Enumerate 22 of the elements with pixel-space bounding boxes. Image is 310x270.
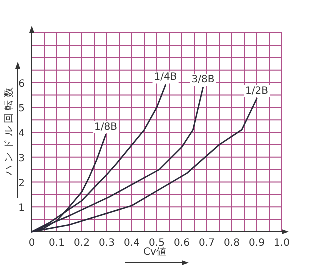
y-tick-label: 3	[18, 153, 25, 164]
x-tick-label: 0.7	[199, 238, 215, 249]
y-tick-label: 5	[18, 104, 25, 115]
x-tick-label: 0.3	[99, 238, 115, 249]
x-tick-label: 0.2	[74, 238, 90, 249]
series-label: 3/8B	[192, 74, 215, 86]
y-tick-label: 4	[18, 128, 25, 140]
y-tick-label: 6	[18, 78, 25, 90]
series-label: 1/4B	[154, 72, 178, 84]
x-tick-label: 0.9	[249, 238, 265, 249]
x-tick-label: 0	[28, 238, 36, 249]
series-label: 1/2B	[246, 86, 269, 97]
y-tick-label: 2	[18, 178, 25, 190]
x-tick-label: 0.8	[224, 238, 240, 249]
x-tick-label: 0.4	[124, 238, 140, 249]
y-tick-label: 1	[18, 203, 25, 214]
series-label: 1/8B	[94, 122, 118, 133]
x-tick-label: 0.6	[174, 238, 190, 249]
x-tick-label: 1.0	[274, 238, 290, 249]
x-tick-label: 0.1	[49, 238, 65, 249]
x-axis-title: Cv値	[144, 246, 166, 258]
y-axis-title: ハンドル回転数	[4, 84, 15, 176]
